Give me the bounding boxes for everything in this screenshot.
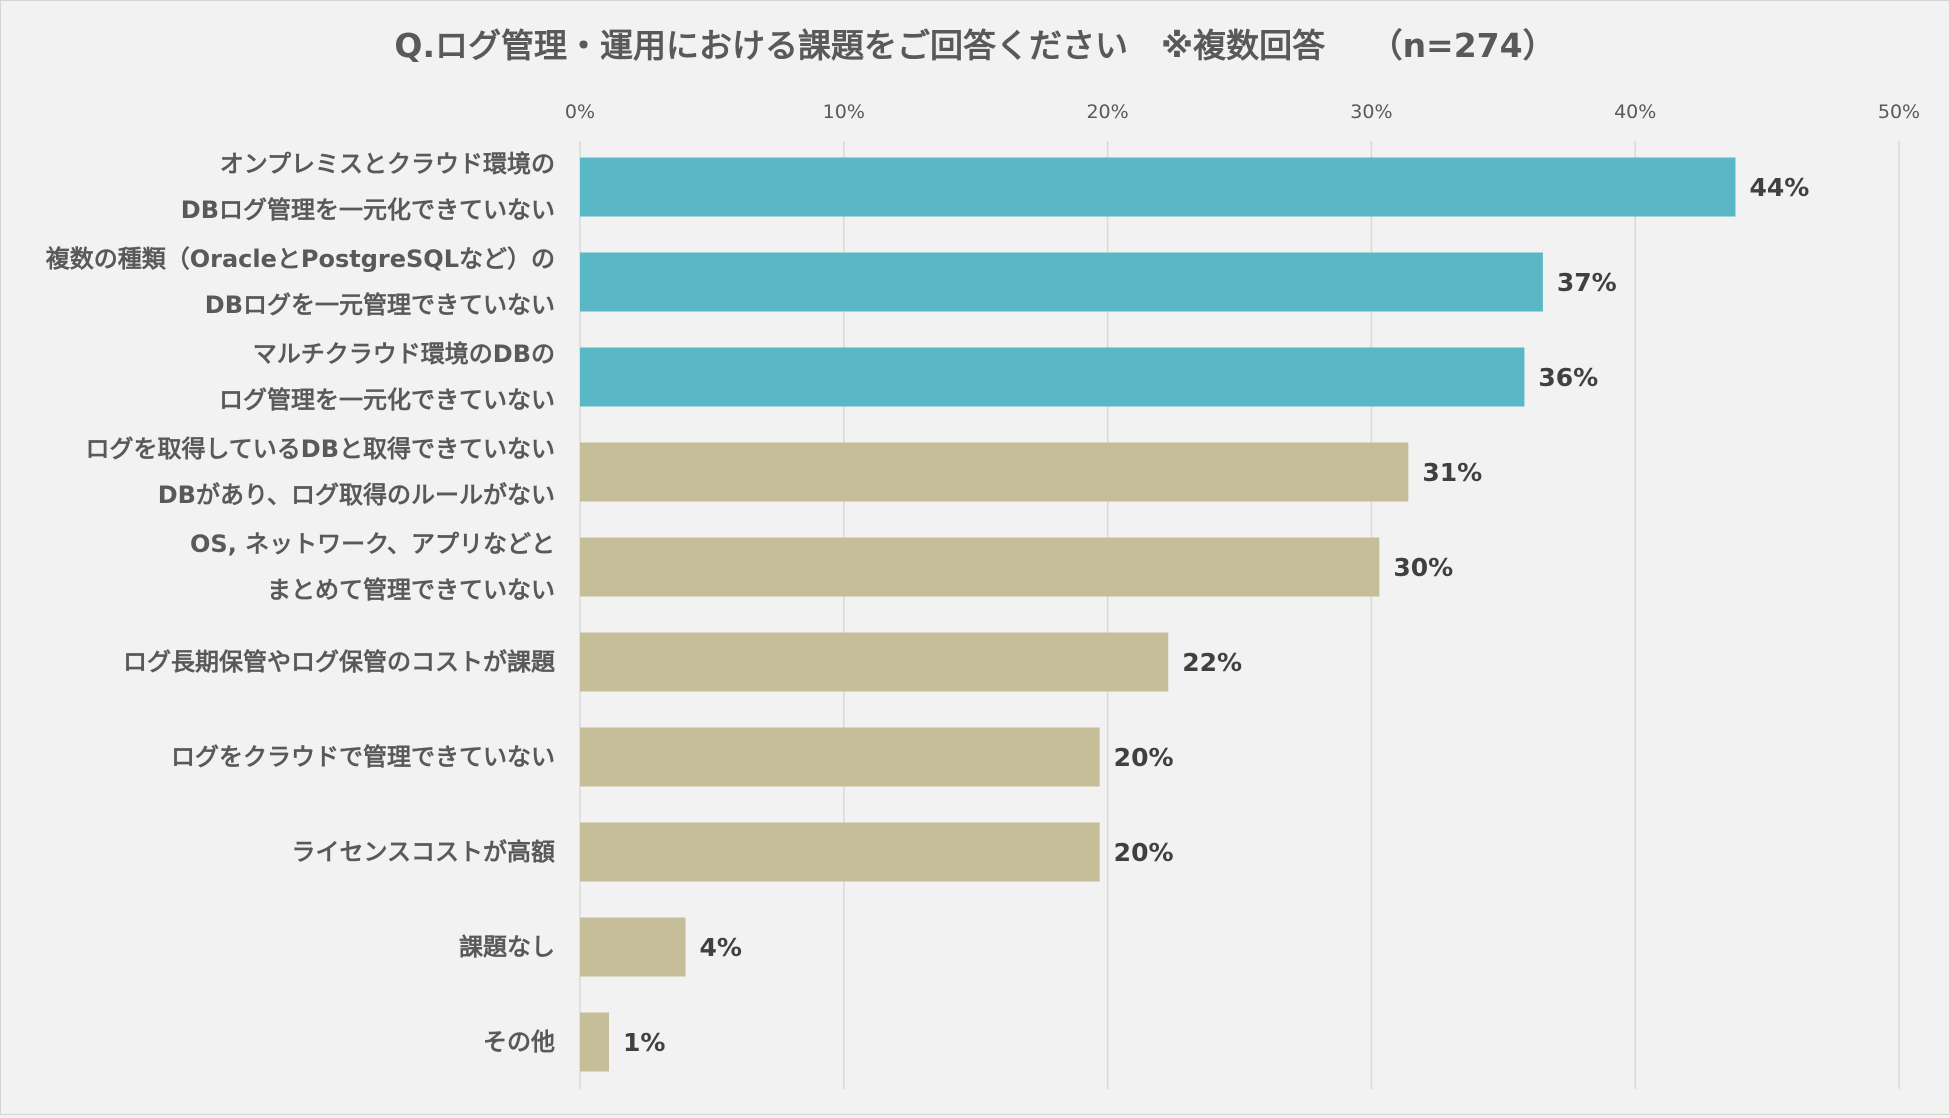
category-label: ライセンスコストが高額 [291,838,555,866]
category-label: ログ長期保管やログ保管のコストが課題 [123,648,556,676]
bar [580,917,686,977]
data-label: 22% [1182,648,1242,677]
bar [580,252,1543,312]
bar [580,537,1380,597]
labels: Q.ログ管理・運用における課題をご回答ください ※複数回答 （n=274） 0%… [46,26,1920,1057]
category-label: オンプレミスとクラウド環境の [220,150,555,178]
x-tick-label: 50% [1878,101,1920,123]
data-label: 30% [1393,553,1453,582]
data-label: 20% [1114,743,1174,772]
category-label: 課題なし [459,933,555,961]
category-label: ログ管理を一元化できていない [219,386,555,414]
chart-title: Q.ログ管理・運用における課題をご回答ください ※複数回答 （n=274） [394,26,1555,65]
category-label: ログを取得しているDBと取得できていない [86,435,556,463]
bar [580,347,1525,407]
bar [580,727,1100,787]
bars [580,157,1736,1072]
category-label: DBがあり、ログ取得のルールがない [158,481,555,509]
data-label: 44% [1749,173,1809,202]
category-label: OS, ネットワーク、アプリなどと [190,530,555,558]
bar [580,632,1169,692]
data-label: 4% [700,933,742,962]
x-tick-label: 10% [823,101,865,123]
data-label: 36% [1538,363,1598,392]
category-label: まとめて管理できていない [267,576,555,604]
category-label: ログをクラウドで管理できていない [171,743,555,771]
bar [580,1012,610,1072]
bar [580,442,1409,502]
category-label: 複数の種類（OracleとPostgreSQLなど）の [46,245,555,273]
category-label: マルチクラウド環境のDBの [253,340,555,368]
x-tick-label: 30% [1350,101,1392,123]
x-tick-label: 0% [565,101,595,123]
category-label: DBログを一元管理できていない [205,291,555,319]
category-label: DBログ管理を一元化できていない [181,196,555,224]
data-label: 20% [1114,838,1174,867]
data-label: 31% [1422,458,1482,487]
data-label: 1% [623,1028,665,1057]
category-label: その他 [483,1028,555,1056]
data-label: 37% [1557,268,1617,297]
bar [580,157,1736,217]
bar [580,822,1100,882]
x-tick-label: 40% [1614,101,1656,123]
x-tick-label: 20% [1086,101,1128,123]
